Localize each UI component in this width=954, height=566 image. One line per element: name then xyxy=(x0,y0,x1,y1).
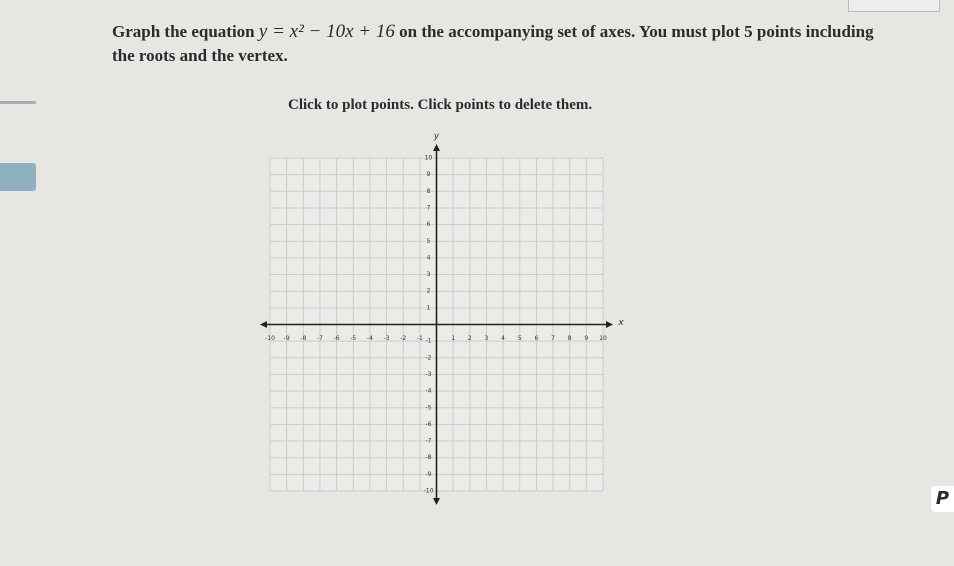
y-tick-label: -5 xyxy=(426,404,432,411)
x-tick-label: -2 xyxy=(400,335,406,342)
sidebar-bar xyxy=(0,101,36,104)
y-tick-label: 8 xyxy=(427,188,431,195)
x-tick-label: 1 xyxy=(451,335,455,342)
y-tick-label: -2 xyxy=(426,354,432,361)
y-tick-label: -1 xyxy=(426,338,432,345)
x-tick-label: 4 xyxy=(501,335,505,342)
x-tick-label: -9 xyxy=(284,335,290,342)
y-tick-label: 9 xyxy=(427,171,431,178)
y-tick-label: -8 xyxy=(426,454,432,461)
x-tick-label: 6 xyxy=(534,335,538,342)
question-suffix: the roots and the vertex. xyxy=(112,46,288,65)
y-tick-label: -7 xyxy=(426,438,432,445)
instruction: Click to plot points. Click points to de… xyxy=(288,97,593,113)
y-tick-label: -9 xyxy=(426,471,432,478)
x-tick-label: 8 xyxy=(568,335,572,342)
x-tick-label: 3 xyxy=(485,335,489,342)
x-tick-label: -6 xyxy=(334,335,340,342)
y-tick-label: -6 xyxy=(426,421,432,428)
x-tick-label: -8 xyxy=(300,335,306,342)
x-tick-label: -5 xyxy=(350,335,356,342)
question-prefix: Graph the equation xyxy=(112,22,255,41)
y-tick-label: -10 xyxy=(424,488,434,495)
y-tick-label: -4 xyxy=(426,388,432,395)
x-tick-label: 10 xyxy=(599,335,607,342)
equation: y = x² − 10x + 16 xyxy=(258,21,395,42)
y-axis-label: y xyxy=(433,132,440,142)
x-tick-label: 5 xyxy=(518,335,522,342)
pen-button[interactable]: P xyxy=(931,486,954,512)
x-tick-label: 9 xyxy=(584,335,588,342)
y-tick-label: 3 xyxy=(427,271,431,278)
x-axis-label: x xyxy=(617,318,624,328)
x-tick-label: -7 xyxy=(317,335,323,342)
question-suffix: on the accompanying set of axes. You mus… xyxy=(399,22,874,41)
x-tick-label: 2 xyxy=(468,335,472,342)
x-tick-label: -3 xyxy=(384,335,390,342)
top-box xyxy=(848,0,940,12)
x-tick-label: -10 xyxy=(265,335,275,342)
y-tick-label: -3 xyxy=(426,371,432,378)
y-tick-label: 4 xyxy=(427,254,431,261)
sidebar-tab[interactable] xyxy=(0,163,36,191)
y-tick-label: 5 xyxy=(427,238,431,245)
arrow xyxy=(606,321,613,328)
arrow xyxy=(433,498,440,505)
y-tick-label: 10 xyxy=(425,155,433,162)
y-tick-label: 2 xyxy=(427,288,431,295)
y-tick-label: 6 xyxy=(427,221,431,228)
y-tick-label: 1 xyxy=(427,304,431,311)
x-tick-label: -4 xyxy=(367,335,373,342)
x-tick-label: 7 xyxy=(551,335,555,342)
y-tick-label: 7 xyxy=(427,204,431,211)
x-tick-label: -1 xyxy=(417,335,423,342)
arrow xyxy=(260,321,267,328)
arrow xyxy=(433,144,440,151)
question: Graph the equation y = x² − 10x + 16 on … xyxy=(112,20,874,68)
